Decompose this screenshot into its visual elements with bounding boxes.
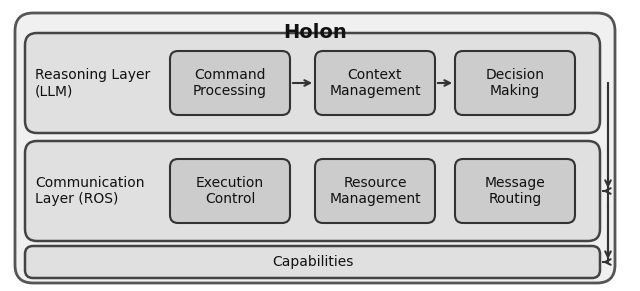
Text: Command
Processing: Command Processing: [193, 68, 267, 98]
Text: Reasoning Layer
(LLM): Reasoning Layer (LLM): [35, 68, 150, 98]
FancyBboxPatch shape: [170, 159, 290, 223]
Text: Message
Routing: Message Routing: [484, 176, 545, 206]
Text: Context
Management: Context Management: [329, 68, 421, 98]
Text: Holon: Holon: [283, 23, 347, 42]
Text: Capabilities: Capabilities: [272, 255, 353, 269]
Text: Communication
Layer (ROS): Communication Layer (ROS): [35, 176, 145, 206]
Text: Decision
Making: Decision Making: [486, 68, 545, 98]
FancyBboxPatch shape: [25, 246, 600, 278]
FancyBboxPatch shape: [315, 159, 435, 223]
FancyBboxPatch shape: [25, 33, 600, 133]
FancyBboxPatch shape: [455, 51, 575, 115]
Text: Execution
Control: Execution Control: [196, 176, 264, 206]
FancyBboxPatch shape: [170, 51, 290, 115]
FancyBboxPatch shape: [455, 159, 575, 223]
FancyBboxPatch shape: [315, 51, 435, 115]
FancyBboxPatch shape: [25, 141, 600, 241]
Text: Resource
Management: Resource Management: [329, 176, 421, 206]
FancyBboxPatch shape: [15, 13, 615, 283]
